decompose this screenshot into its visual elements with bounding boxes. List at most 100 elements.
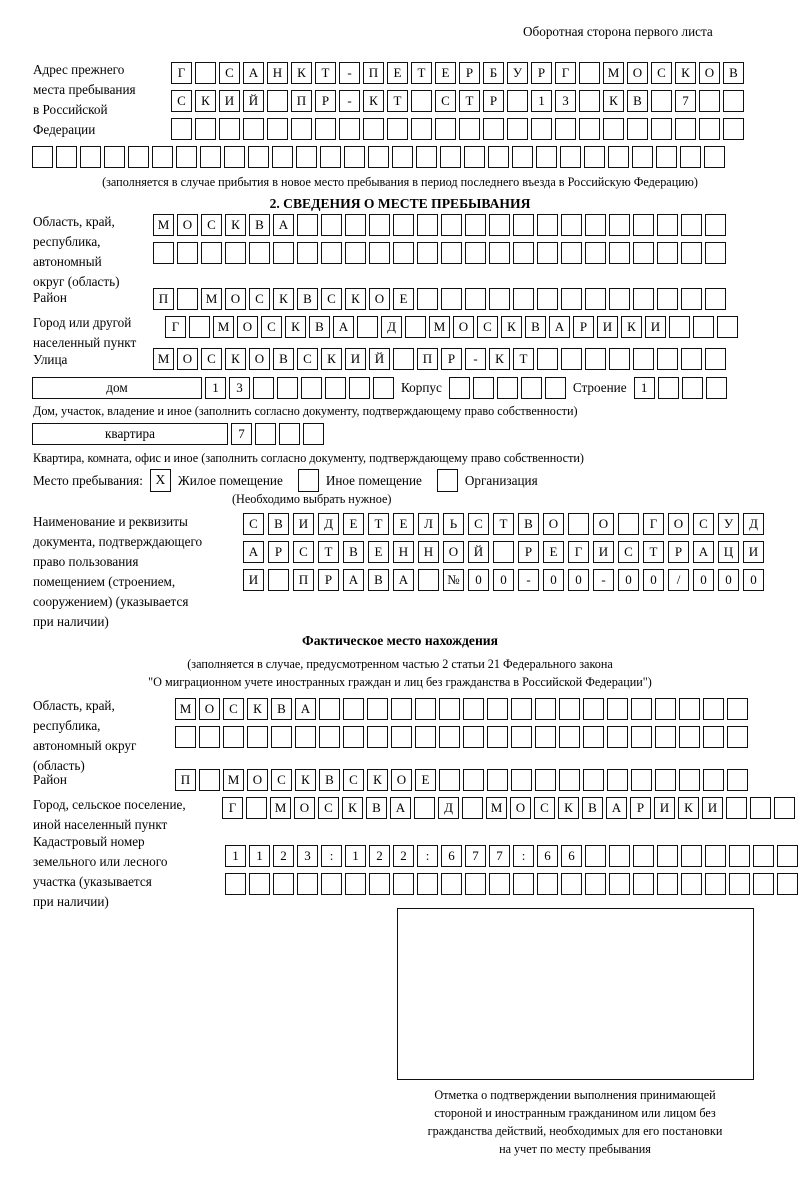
char-cell[interactable]: С bbox=[271, 769, 292, 791]
char-cell[interactable] bbox=[465, 873, 486, 895]
char-cell[interactable]: М bbox=[603, 62, 624, 84]
char-cell[interactable] bbox=[225, 873, 246, 895]
char-cell[interactable]: - bbox=[339, 62, 360, 84]
char-cell[interactable]: О bbox=[453, 316, 474, 338]
char-cell[interactable]: Н bbox=[418, 541, 439, 563]
char-cell[interactable] bbox=[703, 698, 724, 720]
char-cell[interactable] bbox=[559, 726, 580, 748]
char-cell[interactable] bbox=[195, 118, 216, 140]
char-cell[interactable] bbox=[579, 118, 600, 140]
char-cell[interactable] bbox=[268, 569, 289, 591]
char-cell[interactable]: 6 bbox=[561, 845, 582, 867]
char-cell[interactable]: И bbox=[645, 316, 666, 338]
char-cell[interactable] bbox=[777, 845, 798, 867]
char-cell[interactable] bbox=[568, 513, 589, 535]
char-cell[interactable]: А bbox=[606, 797, 627, 819]
char-cell[interactable] bbox=[583, 726, 604, 748]
char-cell[interactable] bbox=[699, 90, 720, 112]
char-cell[interactable]: А bbox=[295, 698, 316, 720]
char-cell[interactable]: - bbox=[339, 90, 360, 112]
char-cell[interactable] bbox=[415, 698, 436, 720]
char-cell[interactable] bbox=[273, 873, 294, 895]
char-cell[interactable]: 3 bbox=[297, 845, 318, 867]
char-cell[interactable]: С bbox=[318, 797, 339, 819]
char-cell[interactable]: К bbox=[363, 90, 384, 112]
char-cell[interactable] bbox=[487, 726, 508, 748]
char-cell[interactable] bbox=[247, 726, 268, 748]
char-cell[interactable] bbox=[319, 698, 340, 720]
char-cell[interactable]: О bbox=[369, 288, 390, 310]
char-cell[interactable]: П bbox=[175, 769, 196, 791]
char-cell[interactable]: Р bbox=[318, 569, 339, 591]
char-cell[interactable] bbox=[440, 146, 461, 168]
char-cell[interactable]: 0 bbox=[643, 569, 664, 591]
char-cell[interactable] bbox=[657, 845, 678, 867]
char-cell[interactable] bbox=[655, 698, 676, 720]
char-cell[interactable]: Г bbox=[555, 62, 576, 84]
char-cell[interactable] bbox=[585, 845, 606, 867]
char-cell[interactable] bbox=[585, 348, 606, 370]
char-cell[interactable]: И bbox=[219, 90, 240, 112]
char-cell[interactable]: Т bbox=[315, 62, 336, 84]
char-cell[interactable] bbox=[248, 146, 269, 168]
char-cell[interactable] bbox=[753, 873, 774, 895]
flat-cells[interactable]: 7 bbox=[231, 423, 324, 445]
char-cell[interactable] bbox=[243, 118, 264, 140]
char-cell[interactable] bbox=[369, 242, 390, 264]
char-cell[interactable] bbox=[277, 377, 298, 399]
char-cell[interactable]: 6 bbox=[537, 845, 558, 867]
char-cell[interactable] bbox=[417, 873, 438, 895]
char-cell[interactable] bbox=[537, 348, 558, 370]
char-cell[interactable] bbox=[368, 146, 389, 168]
char-cell[interactable] bbox=[727, 698, 748, 720]
char-cell[interactable]: О bbox=[177, 348, 198, 370]
char-cell[interactable]: У bbox=[718, 513, 739, 535]
char-cell[interactable] bbox=[493, 541, 514, 563]
char-cell[interactable]: 2 bbox=[393, 845, 414, 867]
char-cell[interactable] bbox=[561, 214, 582, 236]
char-cell[interactable] bbox=[439, 698, 460, 720]
stay-type-checkbox-other[interactable] bbox=[297, 469, 319, 492]
char-cell[interactable]: О bbox=[543, 513, 564, 535]
stay-type-line[interactable]: Место пребывания: X Жилое помещение Иное… bbox=[33, 469, 542, 492]
char-cell[interactable] bbox=[679, 769, 700, 791]
char-cell[interactable] bbox=[633, 845, 654, 867]
char-cell[interactable] bbox=[246, 797, 267, 819]
char-cell[interactable] bbox=[411, 90, 432, 112]
char-cell[interactable]: А bbox=[243, 541, 264, 563]
char-cell[interactable] bbox=[633, 288, 654, 310]
char-cell[interactable]: 7 bbox=[231, 423, 252, 445]
char-cell[interactable] bbox=[339, 118, 360, 140]
char-cell[interactable] bbox=[200, 146, 221, 168]
char-cell[interactable] bbox=[464, 146, 485, 168]
char-cell[interactable] bbox=[297, 214, 318, 236]
char-cell[interactable] bbox=[726, 797, 747, 819]
char-cell[interactable] bbox=[357, 316, 378, 338]
char-cell[interactable]: А bbox=[273, 214, 294, 236]
char-cell[interactable] bbox=[537, 288, 558, 310]
char-cell[interactable] bbox=[607, 698, 628, 720]
char-cell[interactable] bbox=[367, 726, 388, 748]
char-cell[interactable] bbox=[463, 726, 484, 748]
char-cell[interactable]: Т bbox=[459, 90, 480, 112]
char-cell[interactable] bbox=[774, 797, 795, 819]
char-cell[interactable] bbox=[465, 242, 486, 264]
char-cell[interactable]: М bbox=[270, 797, 291, 819]
char-cell[interactable] bbox=[325, 377, 346, 399]
char-cell[interactable]: О bbox=[510, 797, 531, 819]
char-cell[interactable] bbox=[513, 873, 534, 895]
char-cell[interactable] bbox=[507, 90, 528, 112]
char-cell[interactable]: Е bbox=[393, 513, 414, 535]
char-cell[interactable]: И bbox=[743, 541, 764, 563]
char-cell[interactable] bbox=[631, 698, 652, 720]
char-cell[interactable]: Т bbox=[493, 513, 514, 535]
char-cell[interactable] bbox=[291, 118, 312, 140]
char-cell[interactable]: О bbox=[247, 769, 268, 791]
char-cell[interactable] bbox=[417, 288, 438, 310]
char-cell[interactable] bbox=[584, 146, 605, 168]
char-cell[interactable]: 1 bbox=[531, 90, 552, 112]
char-cell[interactable]: Е bbox=[435, 62, 456, 84]
char-cell[interactable] bbox=[585, 873, 606, 895]
char-cell[interactable] bbox=[507, 118, 528, 140]
